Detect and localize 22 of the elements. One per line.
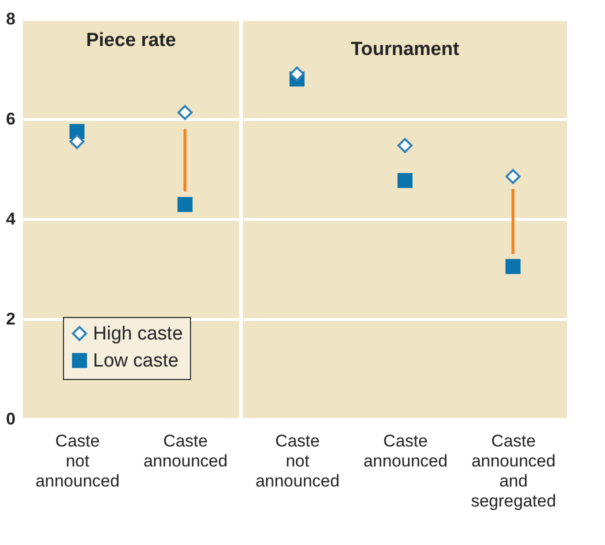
y-tick-label: 2 <box>6 310 16 328</box>
x-tick-label: Caste announced and segregated <box>470 432 556 510</box>
y-tick-label: 8 <box>6 10 16 28</box>
point <box>177 196 193 212</box>
point <box>69 134 85 150</box>
x-tick-label: Caste announced <box>363 432 448 470</box>
y-tick-label: 6 <box>6 110 16 128</box>
point <box>505 258 521 274</box>
y-tick-label: 4 <box>6 210 16 228</box>
legend-label: High caste <box>93 324 183 344</box>
text: Piece rate <box>86 30 176 51</box>
x-tick-label: Caste not announced <box>255 432 340 490</box>
legend-label: Low caste <box>93 350 179 372</box>
text: Tournament <box>350 39 460 60</box>
x-tick-label: Caste announced <box>143 432 228 470</box>
point <box>505 168 521 184</box>
point <box>289 66 305 82</box>
y-tick-label: 0 <box>6 410 16 428</box>
point <box>397 138 413 154</box>
point <box>397 172 413 188</box>
x-tick-label: Caste not announced <box>35 432 120 490</box>
point <box>177 104 193 120</box>
